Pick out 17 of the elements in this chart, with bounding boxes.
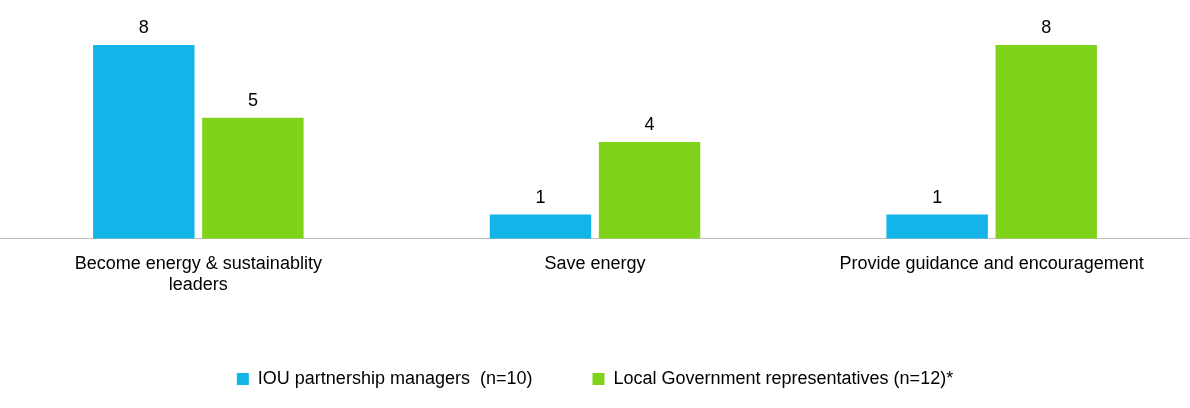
data-label: 1 [932, 186, 943, 207]
data-label: 5 [247, 89, 258, 110]
x-tick-label: Provide guidance and encouragement [839, 252, 1144, 273]
bar [886, 214, 988, 239]
x-tick-label: Save energy [544, 252, 646, 273]
bar [202, 117, 304, 239]
bar [995, 45, 1097, 239]
data-label: 8 [138, 16, 149, 37]
bar [93, 45, 195, 239]
x-tick-label: Become energy & sustainablity leaders [74, 252, 322, 295]
data-label: 1 [535, 186, 546, 207]
data-label: 4 [644, 113, 655, 134]
data-label: 8 [1041, 16, 1052, 37]
bar [489, 214, 592, 239]
bar [598, 141, 701, 239]
legend-label: IOU partnership managers (n=10) [257, 367, 533, 388]
legend-label: Local Government representatives (n=12)* [613, 367, 954, 388]
